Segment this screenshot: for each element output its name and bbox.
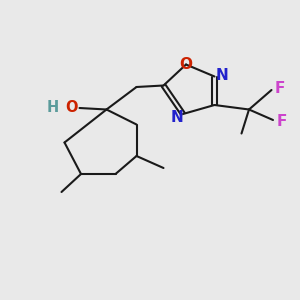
Text: N: N [171,110,183,124]
Text: O: O [66,100,78,115]
Text: N: N [216,68,228,82]
Text: H: H [46,100,58,115]
Text: F: F [276,114,286,129]
Text: O: O [179,57,193,72]
Text: F: F [275,81,285,96]
